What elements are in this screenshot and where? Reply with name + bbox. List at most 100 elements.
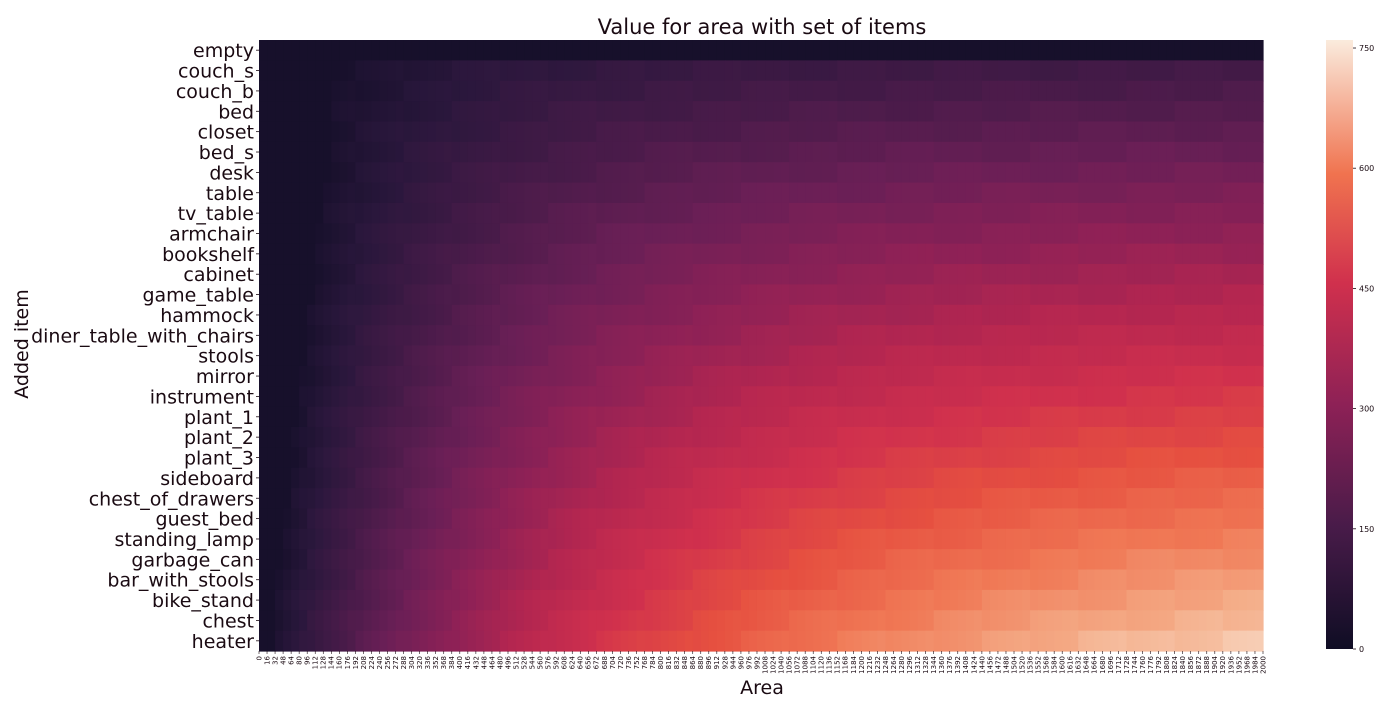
heatmap-cell xyxy=(1158,365,1168,387)
heatmap-cell xyxy=(829,508,838,530)
heatmap-cell xyxy=(1110,101,1120,123)
heatmap-cell xyxy=(467,406,477,428)
heatmap-cell xyxy=(580,304,589,326)
heatmap-cell xyxy=(973,467,983,489)
heatmap-cell xyxy=(548,630,557,652)
heatmap-cell xyxy=(532,101,541,123)
heatmap-cell xyxy=(837,528,846,550)
heatmap-cell xyxy=(853,264,862,285)
heatmap-cell xyxy=(1206,345,1216,367)
heatmap-cell xyxy=(997,101,1007,123)
heatmap-cell xyxy=(483,243,493,265)
heatmap-cell xyxy=(1166,60,1176,82)
heatmap-cell xyxy=(596,630,605,652)
heatmap-cell xyxy=(837,589,846,611)
heatmap-cell xyxy=(395,141,405,163)
heatmap-cell xyxy=(427,345,437,367)
heatmap-cell xyxy=(1078,182,1087,204)
heatmap-cell xyxy=(1014,141,1023,163)
heatmap-cell xyxy=(507,630,517,652)
heatmap-cell xyxy=(1118,182,1128,204)
heatmap-cell xyxy=(1254,508,1264,530)
heatmap-cell xyxy=(981,60,991,82)
heatmap-cell xyxy=(507,121,517,143)
heatmap-cell xyxy=(419,569,429,591)
heatmap-cell xyxy=(965,40,975,61)
heatmap-cell xyxy=(1078,141,1087,163)
heatmap-cell xyxy=(925,365,935,387)
heatmap-cell xyxy=(507,345,517,367)
x-tick-label: 928 xyxy=(721,656,729,669)
colorbar-tick-label: 750 xyxy=(1359,44,1374,53)
heatmap-cell xyxy=(395,365,405,387)
heatmap-cell xyxy=(957,549,967,571)
heatmap-cell xyxy=(403,243,413,265)
heatmap-cell xyxy=(1174,182,1184,204)
heatmap-cell xyxy=(797,80,806,102)
heatmap-cell xyxy=(909,406,919,428)
heatmap-cell xyxy=(443,508,453,530)
heatmap-cell xyxy=(789,467,798,489)
x-tick-label: 1328 xyxy=(922,656,930,674)
heatmap-cell xyxy=(548,467,557,489)
heatmap-cell xyxy=(403,569,413,591)
heatmap-cell xyxy=(1078,549,1087,571)
heatmap-cell xyxy=(507,243,517,265)
heatmap-cell xyxy=(339,141,348,163)
heatmap-cell xyxy=(339,243,348,265)
heatmap-cell xyxy=(957,508,967,530)
heatmap-cell xyxy=(765,447,774,469)
heatmap-cell xyxy=(379,60,389,82)
heatmap-cell xyxy=(636,141,646,163)
heatmap-cell xyxy=(1150,426,1160,448)
heatmap-cell xyxy=(395,426,405,448)
heatmap-cell xyxy=(989,202,999,224)
heatmap-cell xyxy=(652,121,662,143)
heatmap-cell xyxy=(941,80,951,102)
heatmap-cell xyxy=(797,569,806,591)
heatmap-cell xyxy=(925,406,935,428)
heatmap-cell xyxy=(1142,40,1152,61)
heatmap-cell xyxy=(845,182,854,204)
heatmap-cell xyxy=(1062,60,1071,82)
heatmap-cell xyxy=(331,304,340,326)
heatmap-cell xyxy=(973,284,983,306)
heatmap-cell xyxy=(877,325,887,347)
heatmap-cell xyxy=(789,202,798,224)
heatmap-cell xyxy=(371,202,381,224)
heatmap-cell xyxy=(588,386,597,408)
heatmap-cell xyxy=(1126,60,1136,82)
heatmap-cell xyxy=(371,549,381,571)
heatmap-cell xyxy=(459,365,469,387)
heatmap-cell xyxy=(572,589,581,611)
heatmap-cell xyxy=(797,589,806,611)
heatmap-cell xyxy=(491,386,501,408)
heatmap-cell xyxy=(1214,426,1224,448)
heatmap-cell xyxy=(491,80,501,102)
heatmap-cell xyxy=(1230,223,1240,245)
heatmap-cell xyxy=(1246,80,1256,102)
heatmap-cell xyxy=(267,528,276,550)
heatmap-cell xyxy=(1182,223,1192,245)
heatmap-cell xyxy=(933,60,943,82)
heatmap-cell xyxy=(925,345,935,367)
heatmap-cell xyxy=(1038,284,1047,306)
heatmap-cell xyxy=(459,121,469,143)
heatmap-cell xyxy=(732,243,742,265)
heatmap-cell xyxy=(773,80,782,102)
heatmap-cell xyxy=(716,264,726,285)
heatmap-cell xyxy=(1094,223,1103,245)
heatmap-cell xyxy=(387,528,397,550)
heatmap-cell xyxy=(483,284,493,306)
heatmap-cell xyxy=(1142,182,1152,204)
heatmap-cell xyxy=(1078,386,1087,408)
heatmap-cell xyxy=(885,508,895,530)
heatmap-cell xyxy=(467,141,477,163)
heatmap-cell xyxy=(1046,60,1055,82)
heatmap-cell xyxy=(331,589,340,611)
heatmap-cell xyxy=(451,406,461,428)
x-tick-label: 320 xyxy=(416,656,424,669)
heatmap-cell xyxy=(275,121,284,143)
heatmap-cell xyxy=(1102,630,1111,652)
